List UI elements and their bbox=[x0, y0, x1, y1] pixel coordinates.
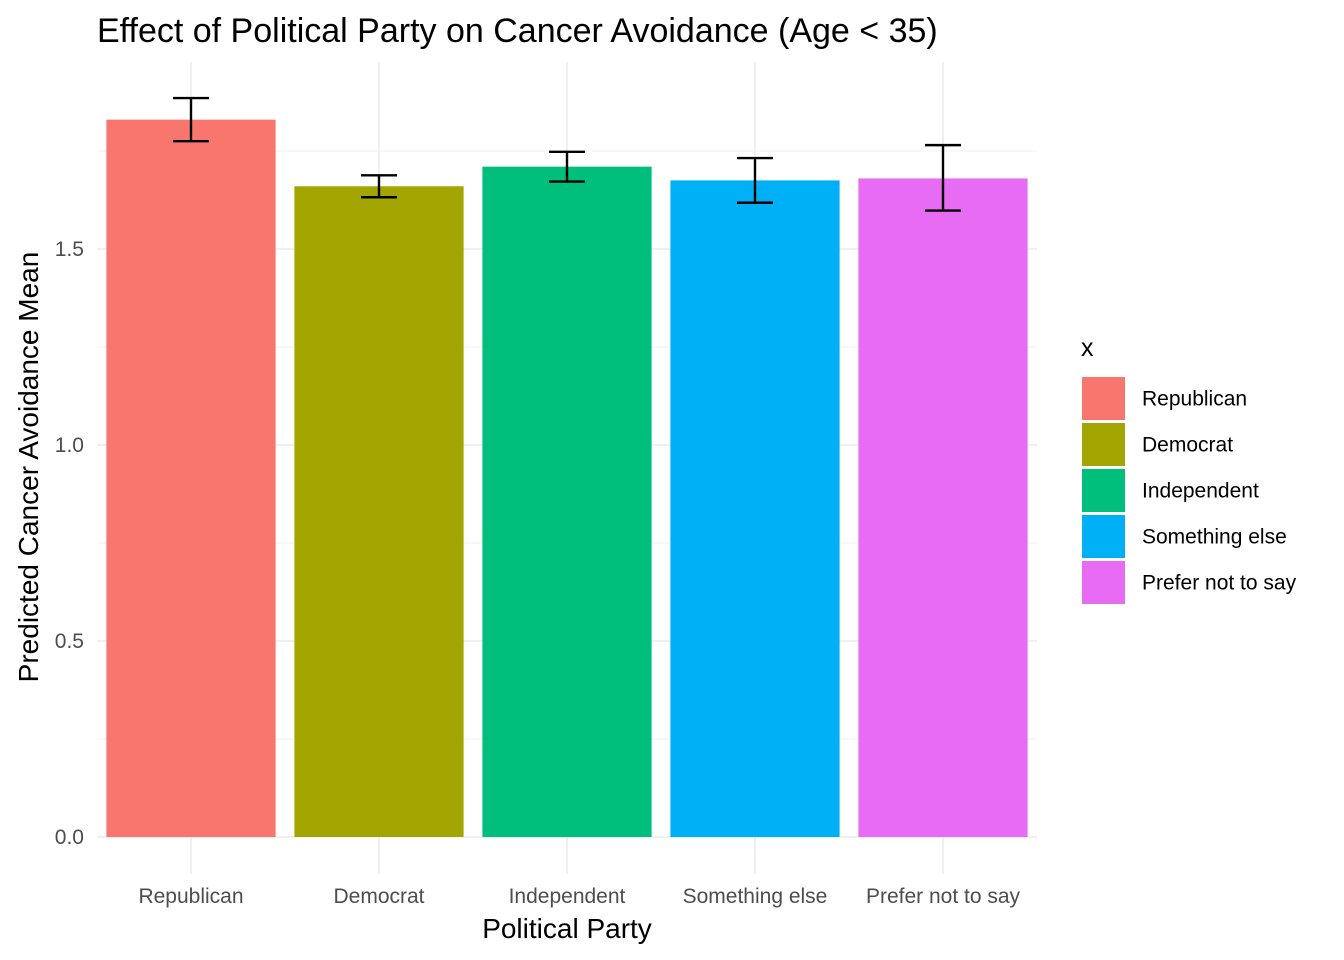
legend-swatch bbox=[1082, 423, 1125, 466]
legend-title: x bbox=[1081, 334, 1094, 362]
bar-independent bbox=[482, 166, 652, 837]
legend-swatch bbox=[1082, 469, 1125, 512]
y-tick-label: 0.0 bbox=[55, 826, 84, 849]
chart-title: Effect of Political Party on Cancer Avoi… bbox=[97, 12, 938, 50]
bar-prefer-not-to-say bbox=[858, 178, 1028, 837]
legend-label: Republican bbox=[1142, 388, 1247, 411]
x-axis-ticks: Republican Democrat Independent Something e… bbox=[138, 885, 1020, 908]
legend-label: Prefer not to say bbox=[1142, 572, 1297, 595]
x-tick-label: Something else bbox=[683, 885, 828, 908]
x-tick-label: Democrat bbox=[333, 885, 424, 908]
legend-swatch bbox=[1082, 515, 1125, 558]
error-bars bbox=[173, 96, 961, 212]
x-tick-label: Republican bbox=[138, 885, 243, 908]
y-tick-label: 0.5 bbox=[55, 630, 84, 653]
y-tick-label: 1.5 bbox=[55, 238, 84, 261]
legend-label: Democrat bbox=[1142, 434, 1233, 457]
y-axis-ticks: 0.0 0.5 1.0 1.5 bbox=[55, 238, 84, 849]
bar-democrat bbox=[294, 186, 464, 837]
y-axis-title: Predicted Cancer Avoidance Mean bbox=[13, 252, 44, 683]
x-axis-title: Political Party bbox=[482, 913, 652, 944]
bars bbox=[106, 119, 1028, 837]
bar-republican bbox=[106, 119, 276, 837]
legend-label: Independent bbox=[1142, 480, 1259, 503]
y-tick-label: 1.0 bbox=[55, 434, 84, 457]
legend-items: Republican Democrat Independent Something e… bbox=[1082, 377, 1297, 604]
legend-swatch bbox=[1082, 561, 1125, 604]
x-tick-label: Independent bbox=[509, 885, 626, 908]
legend-label: Something else bbox=[1142, 526, 1287, 549]
legend: x Republican Democrat Independent Something… bbox=[1081, 334, 1297, 604]
legend-swatch bbox=[1082, 377, 1125, 420]
bar-something-else bbox=[670, 180, 840, 837]
x-tick-label: Prefer not to say bbox=[866, 885, 1021, 908]
